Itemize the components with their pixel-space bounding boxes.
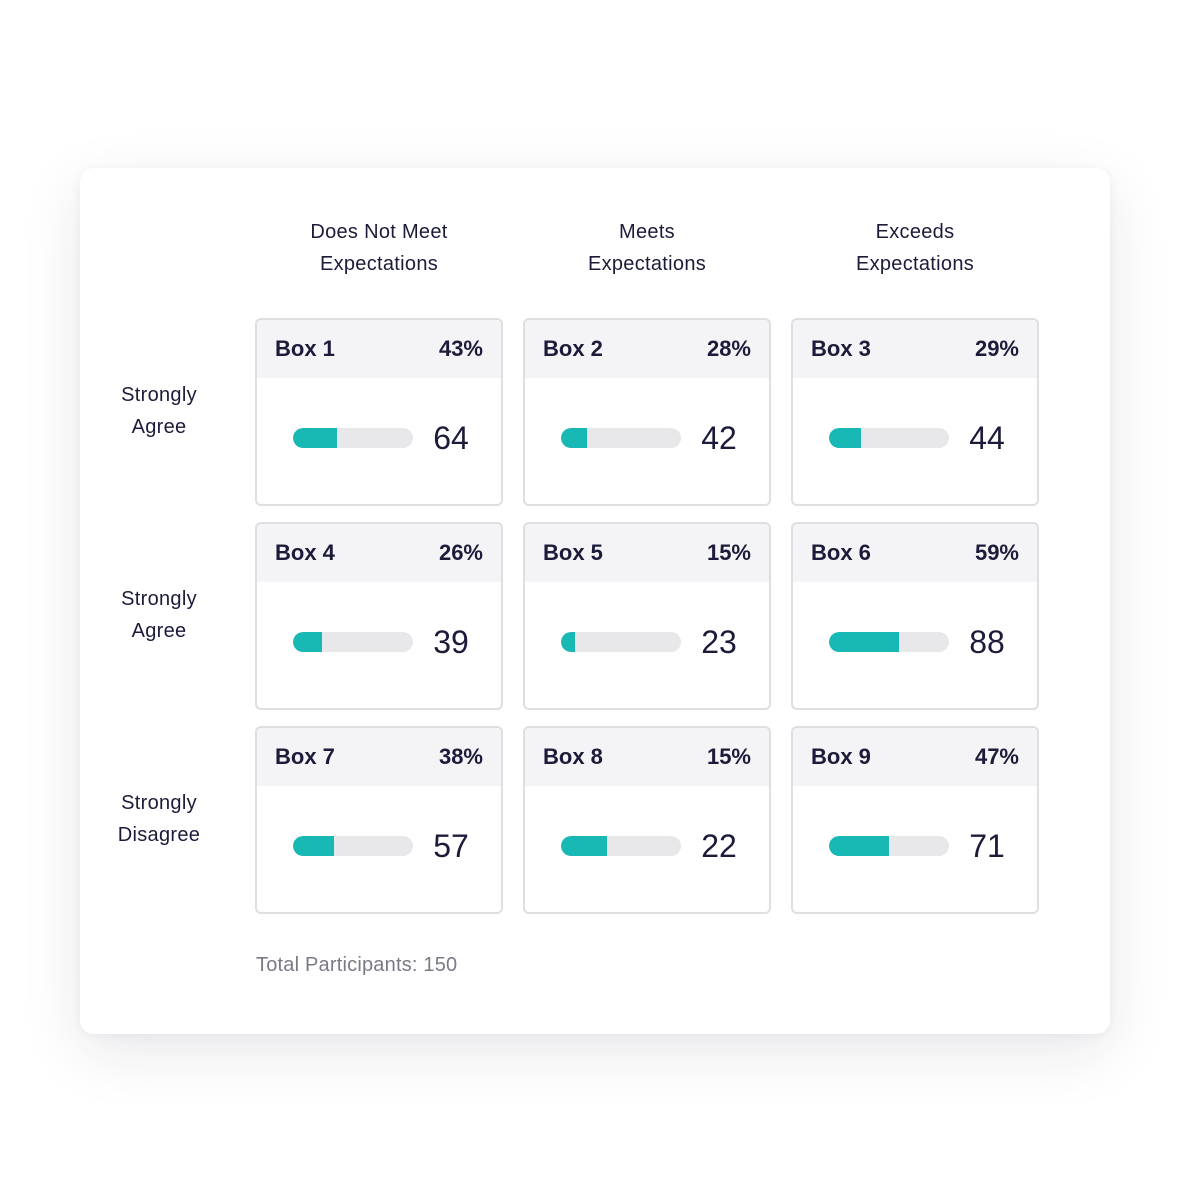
box-header: Box 8 15% [525, 728, 769, 786]
progress-bar-fill [829, 428, 862, 448]
row-label-line1: Strongly [121, 588, 197, 610]
box-label: Box 2 [543, 336, 603, 361]
box-body: 22 [525, 786, 769, 912]
box-label: Box 8 [543, 744, 603, 769]
box-header: Box 1 43% [257, 320, 501, 378]
column-header-line1: Does Not Meet [310, 221, 448, 243]
column-header-does-not-meet: Does Not Meet Expectations [255, 216, 503, 280]
row-label-line1: Strongly [121, 792, 197, 814]
column-header-line2: Expectations [319, 253, 439, 275]
progress-bar-fill [829, 836, 889, 856]
box-3[interactable]: Box 3 29% 44 [791, 318, 1039, 506]
box-8[interactable]: Box 8 15% 22 [523, 726, 771, 914]
box-count: 57 [433, 828, 469, 864]
progress-bar-fill [293, 428, 338, 448]
box-9[interactable]: Box 9 47% 71 [791, 726, 1039, 914]
box-label: Box 5 [543, 540, 603, 565]
box-body: 42 [525, 378, 769, 504]
column-header-line2: Expectations [855, 253, 975, 275]
box-body: 88 [793, 582, 1037, 708]
progress-bar-track [829, 836, 949, 856]
nine-box-card: Does Not Meet Expectations Meets Expecta… [80, 168, 1110, 1034]
box-header: Box 6 59% [793, 524, 1037, 582]
progress-bar-track [293, 632, 413, 652]
box-count: 88 [969, 624, 1005, 660]
box-count: 22 [701, 828, 737, 864]
box-count: 39 [433, 624, 469, 660]
box-header: Box 9 47% [793, 728, 1037, 786]
box-label: Box 7 [275, 744, 335, 769]
column-header-line1: Exceeds [875, 221, 955, 243]
progress-bar-track [293, 836, 413, 856]
progress-bar-track [561, 428, 681, 448]
box-body: 64 [257, 378, 501, 504]
box-body: 23 [525, 582, 769, 708]
row-label-line2: Disagree [117, 824, 201, 846]
box-label: Box 9 [811, 744, 871, 769]
box-4[interactable]: Box 4 26% 39 [255, 522, 503, 710]
box-7[interactable]: Box 7 38% 57 [255, 726, 503, 914]
box-header: Box 5 15% [525, 524, 769, 582]
row-label-line2: Agree [131, 620, 187, 642]
box-percent: 47% [974, 744, 1019, 769]
column-header-line2: Expectations [587, 253, 707, 275]
box-header: Box 4 26% [257, 524, 501, 582]
box-count: 71 [969, 828, 1005, 864]
row-label-line1: Strongly [121, 384, 197, 406]
progress-bar-fill [293, 836, 334, 856]
box-label: Box 4 [275, 540, 335, 565]
column-header-meets: Meets Expectations [523, 216, 771, 280]
progress-bar-track [829, 632, 949, 652]
row-label-line2: Agree [131, 416, 187, 438]
progress-bar-track [561, 632, 681, 652]
box-label: Box 1 [275, 336, 335, 361]
box-percent: 29% [974, 336, 1019, 361]
box-header: Box 2 28% [525, 320, 769, 378]
box-percent: 43% [438, 336, 483, 361]
progress-bar-fill [293, 632, 322, 652]
box-percent: 15% [706, 744, 751, 769]
column-header-line1: Meets [619, 221, 675, 243]
box-count: 44 [969, 420, 1005, 456]
box-5[interactable]: Box 5 15% 23 [523, 522, 771, 710]
box-header: Box 3 29% [793, 320, 1037, 378]
total-participants: Total Participants: 150 [256, 954, 458, 976]
progress-bar-track [561, 836, 681, 856]
progress-bar-track [829, 428, 949, 448]
box-count: 23 [701, 624, 737, 660]
box-body: 71 [793, 786, 1037, 912]
box-6[interactable]: Box 6 59% 88 [791, 522, 1039, 710]
box-2[interactable]: Box 2 28% 42 [523, 318, 771, 506]
row-label-2: Strongly Agree [80, 583, 238, 647]
box-header: Box 7 38% [257, 728, 501, 786]
box-count: 42 [701, 420, 737, 456]
box-label: Box 6 [811, 540, 871, 565]
box-percent: 15% [706, 540, 751, 565]
box-1[interactable]: Box 1 43% 64 [255, 318, 503, 506]
box-body: 44 [793, 378, 1037, 504]
box-body: 39 [257, 582, 501, 708]
row-label-3: Strongly Disagree [80, 787, 238, 851]
progress-bar-fill [829, 632, 899, 652]
progress-bar-track [293, 428, 413, 448]
column-header-exceeds: Exceeds Expectations [791, 216, 1039, 280]
box-count: 64 [433, 420, 469, 456]
box-percent: 59% [974, 540, 1019, 565]
box-percent: 38% [438, 744, 483, 769]
box-percent: 28% [706, 336, 751, 361]
progress-bar-fill [561, 428, 588, 448]
row-label-1: Strongly Agree [80, 379, 238, 443]
progress-bar-fill [561, 632, 576, 652]
box-body: 57 [257, 786, 501, 912]
progress-bar-fill [561, 836, 607, 856]
box-label: Box 3 [811, 336, 871, 361]
box-percent: 26% [438, 540, 483, 565]
